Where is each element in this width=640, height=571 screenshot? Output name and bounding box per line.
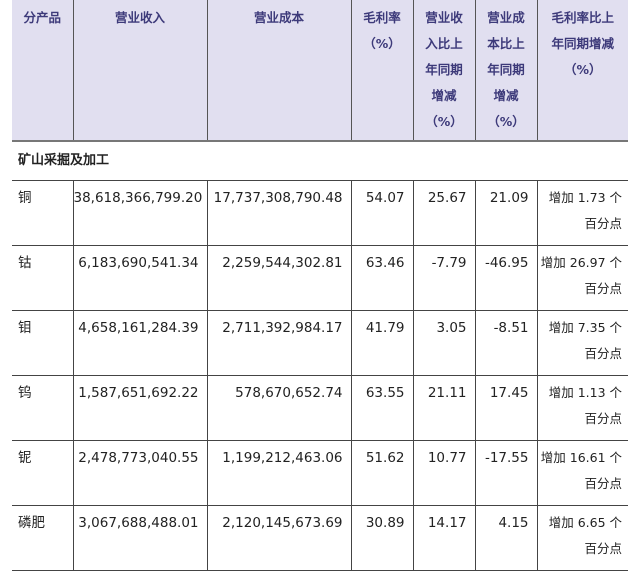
cell-margin-change: 增加 7.35 个百分点 xyxy=(536,310,628,376)
cell-cost-yoy: -17.55 xyxy=(474,440,537,506)
cell-cost: 1,199,212,463.06 xyxy=(206,440,351,506)
cell-gross-margin: 30.89 xyxy=(350,505,413,571)
header-gross-margin: 毛利率 （%） xyxy=(350,0,414,142)
margin-change-unit: 百分点 xyxy=(584,281,622,296)
header-text: 年同期 xyxy=(487,62,525,77)
table-row: 钴 6,183,690,541.34 2,259,544,302.81 63.4… xyxy=(12,245,628,311)
header-text: 营业成 xyxy=(487,10,525,25)
table-row: 铌 2,478,773,040.55 1,199,212,463.06 51.6… xyxy=(12,440,628,506)
product-financial-table: 分产品 营业收入 营业成本 毛利率 （%） 营业收 入比上 年同期 增减 （%）… xyxy=(12,0,628,571)
header-text: 年同期 xyxy=(425,62,463,77)
margin-change-unit: 百分点 xyxy=(584,476,622,491)
header-text: 营业成本 xyxy=(253,10,304,25)
cell-gross-margin: 63.55 xyxy=(350,375,413,441)
cell-cost: 17,737,308,790.48 xyxy=(206,180,351,246)
header-text: 营业收 xyxy=(425,10,463,25)
section-title: 矿山采掘及加工 xyxy=(12,141,628,181)
margin-change-text: 增加 16.61 个 xyxy=(540,450,622,465)
header-revenue-yoy: 营业收 入比上 年同期 增减 （%） xyxy=(412,0,476,142)
header-text: 增减 xyxy=(431,88,457,103)
header-text: 增减 xyxy=(493,88,519,103)
cell-cost-yoy: -8.51 xyxy=(474,310,537,376)
header-text: 毛利率 xyxy=(363,10,401,25)
cell-revenue-yoy: -7.79 xyxy=(412,245,475,311)
header-text: （%） xyxy=(363,36,401,51)
cell-cost: 2,711,392,984.17 xyxy=(206,310,351,376)
section-row: 矿山采掘及加工 xyxy=(12,141,628,181)
margin-change-text: 增加 26.97 个 xyxy=(540,255,622,270)
table-row: 钨 1,587,651,692.22 578,670,652.74 63.55 … xyxy=(12,375,628,441)
margin-change-text: 增加 7.35 个 xyxy=(548,320,622,335)
margin-change-text: 增加 1.73 个 xyxy=(548,190,622,205)
margin-change-unit: 百分点 xyxy=(584,216,622,231)
cell-gross-margin: 51.62 xyxy=(350,440,413,506)
cell-revenue-yoy: 14.17 xyxy=(412,505,475,571)
margin-change-text: 增加 1.13 个 xyxy=(548,385,622,400)
header-text: 营业收入 xyxy=(114,10,165,25)
table-row: 钼 4,658,161,284.39 2,711,392,984.17 41.7… xyxy=(12,310,628,376)
header-text: （%） xyxy=(487,114,525,129)
header-cost: 营业成本 xyxy=(206,0,352,142)
cell-product: 铌 xyxy=(12,440,73,506)
cell-revenue: 6,183,690,541.34 xyxy=(72,245,207,311)
cell-margin-change: 增加 1.13 个百分点 xyxy=(536,375,628,441)
cell-revenue: 2,478,773,040.55 xyxy=(72,440,207,506)
header-text: （%） xyxy=(425,114,463,129)
cell-margin-change: 增加 1.73 个百分点 xyxy=(536,180,628,246)
cell-gross-margin: 54.07 xyxy=(350,180,413,246)
table-row: 铜 38,618,366,799.20 17,737,308,790.48 54… xyxy=(12,180,628,246)
cell-revenue: 4,658,161,284.39 xyxy=(72,310,207,376)
cell-cost: 578,670,652.74 xyxy=(206,375,351,441)
margin-change-unit: 百分点 xyxy=(584,541,622,556)
header-text: 入比上 xyxy=(425,36,463,51)
table-header-row: 分产品 营业收入 营业成本 毛利率 （%） 营业收 入比上 年同期 增减 （%）… xyxy=(12,0,628,142)
header-text: 毛利率比上 xyxy=(551,10,614,25)
cell-revenue: 1,587,651,692.22 xyxy=(72,375,207,441)
cell-product: 磷肥 xyxy=(12,505,73,571)
cell-margin-change: 增加 16.61 个百分点 xyxy=(536,440,628,506)
header-text: （%） xyxy=(563,62,602,77)
cell-margin-change: 增加 26.97 个百分点 xyxy=(536,245,628,311)
header-text: 本比上 xyxy=(487,36,525,51)
cell-cost-yoy: -46.95 xyxy=(474,245,537,311)
cell-cost-yoy: 21.09 xyxy=(474,180,537,246)
cell-gross-margin: 41.79 xyxy=(350,310,413,376)
cell-revenue: 3,067,688,488.01 xyxy=(72,505,207,571)
cell-revenue-yoy: 10.77 xyxy=(412,440,475,506)
header-cost-yoy: 营业成 本比上 年同期 增减 （%） xyxy=(474,0,538,142)
cell-revenue-yoy: 25.67 xyxy=(412,180,475,246)
cell-gross-margin: 63.46 xyxy=(350,245,413,311)
header-product: 分产品 xyxy=(12,0,74,142)
cell-cost: 2,120,145,673.69 xyxy=(206,505,351,571)
header-text: 分产品 xyxy=(23,10,61,25)
cell-product: 铜 xyxy=(12,180,73,246)
cell-cost-yoy: 4.15 xyxy=(474,505,537,571)
cell-revenue-yoy: 21.11 xyxy=(412,375,475,441)
cell-cost-yoy: 17.45 xyxy=(474,375,537,441)
cell-margin-change: 增加 6.65 个百分点 xyxy=(536,505,628,571)
margin-change-text: 增加 6.65 个 xyxy=(548,515,622,530)
cell-revenue-yoy: 3.05 xyxy=(412,310,475,376)
margin-change-unit: 百分点 xyxy=(584,411,622,426)
margin-change-unit: 百分点 xyxy=(584,346,622,361)
header-text: 年同期增减 xyxy=(551,36,614,51)
cell-cost: 2,259,544,302.81 xyxy=(206,245,351,311)
cell-product: 钴 xyxy=(12,245,73,311)
cell-product: 钼 xyxy=(12,310,73,376)
header-margin-change: 毛利率比上 年同期增减 （%） xyxy=(536,0,628,142)
header-revenue: 营业收入 xyxy=(72,0,208,142)
cell-product: 钨 xyxy=(12,375,73,441)
cell-revenue: 38,618,366,799.20 xyxy=(72,180,207,246)
table-row: 磷肥 3,067,688,488.01 2,120,145,673.69 30.… xyxy=(12,505,628,571)
